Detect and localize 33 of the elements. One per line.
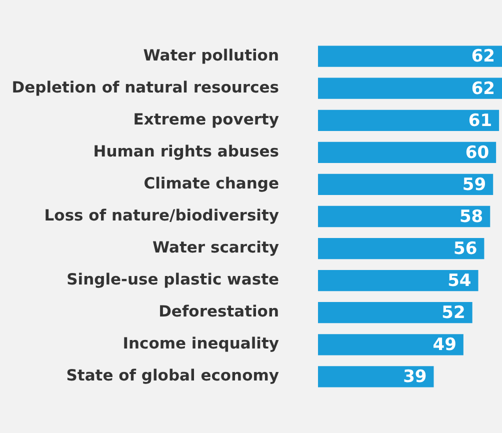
bar (318, 46, 502, 67)
data-label: 39 (403, 367, 427, 388)
data-label: 49 (432, 335, 456, 356)
data-label: 58 (459, 206, 484, 227)
data-label: 61 (468, 110, 492, 131)
y-tick-label: Extreme poverty (133, 110, 279, 128)
bar (318, 206, 490, 228)
y-tick-label: Deforestation (158, 302, 279, 321)
bar (318, 270, 478, 292)
bar (318, 334, 464, 356)
bar (318, 78, 502, 99)
data-label: 59 (462, 174, 486, 195)
y-tick-label: State of global economy (66, 366, 279, 385)
bar (318, 366, 434, 388)
y-tick-label: Income inequality (122, 334, 279, 353)
bar (318, 302, 472, 324)
bar (318, 110, 500, 131)
bar (318, 174, 494, 196)
y-tick-label: Water pollution (143, 46, 279, 64)
data-label: 62 (471, 78, 495, 99)
y-tick-label: Loss of nature/biodiversity (44, 206, 279, 225)
y-tick-label: Depletion of natural resources (12, 78, 279, 96)
y-tick-label: Human rights abuses (93, 142, 279, 160)
data-label: 52 (442, 303, 466, 324)
data-label: 60 (465, 142, 490, 163)
bar (318, 142, 496, 163)
y-tick-label: Single-use plastic waste (66, 270, 279, 289)
data-label: 56 (454, 238, 478, 259)
y-tick-label: Water scarcity (152, 238, 279, 257)
data-label: 62 (471, 46, 495, 67)
data-label: 54 (448, 270, 472, 291)
y-tick-label: Climate change (144, 174, 279, 192)
bar (318, 238, 484, 260)
